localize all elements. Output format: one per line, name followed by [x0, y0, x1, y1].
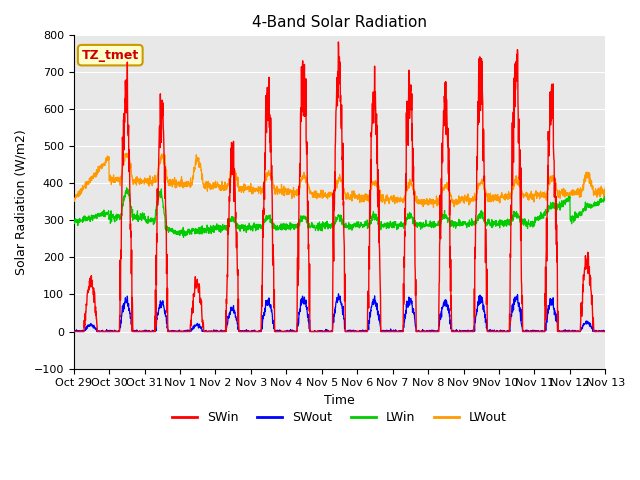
Title: 4-Band Solar Radiation: 4-Band Solar Radiation: [252, 15, 427, 30]
X-axis label: Time: Time: [324, 394, 355, 407]
Legend: SWin, SWout, LWin, LWout: SWin, SWout, LWin, LWout: [167, 406, 512, 429]
Y-axis label: Solar Radiation (W/m2): Solar Radiation (W/m2): [15, 129, 28, 275]
Text: TZ_tmet: TZ_tmet: [82, 48, 139, 61]
